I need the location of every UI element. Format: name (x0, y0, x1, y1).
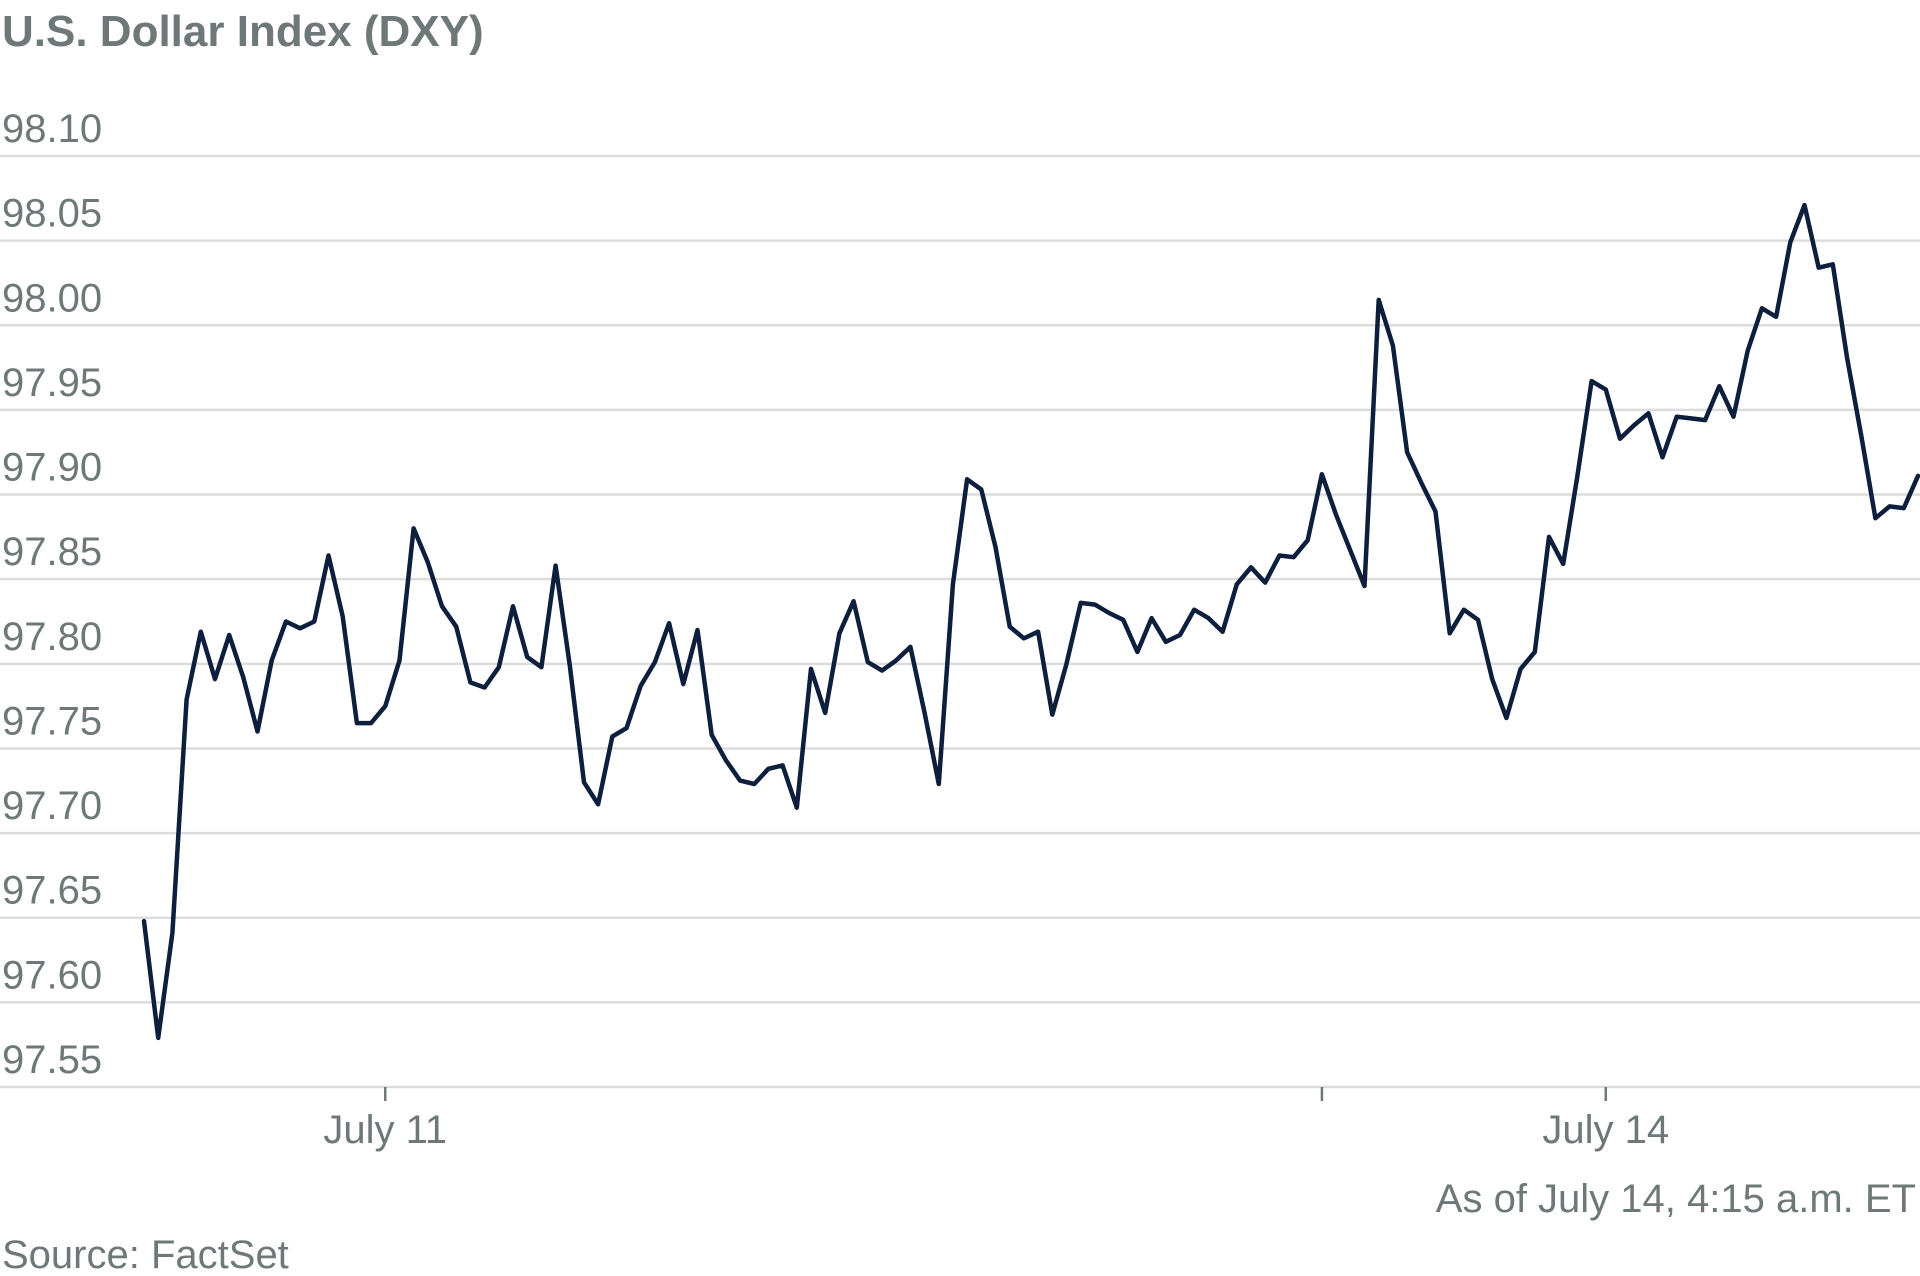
x-axis-ticks: July 11 July 14 (323, 1087, 1669, 1152)
y-tick-label: 98.10 (2, 107, 102, 151)
x-tick-label: July 11 (323, 1108, 447, 1152)
y-tick-label: 98.00 (2, 276, 102, 320)
y-tick-label: 97.70 (2, 784, 102, 828)
y-tick-label: 97.90 (2, 446, 102, 490)
y-tick-label: 97.85 (2, 530, 102, 574)
as-of-note: As of July 14, 4:15 a.m. ET (1436, 1177, 1916, 1221)
x-tick-label: July 14 (1542, 1108, 1669, 1152)
y-tick-label: 97.60 (2, 953, 102, 997)
y-tick-label: 97.65 (2, 869, 102, 913)
series-layer (141, 202, 1920, 1041)
dxy-series-line (141, 202, 1920, 1041)
y-tick-label: 97.75 (2, 699, 102, 743)
gridlines (0, 154, 1920, 1089)
y-tick-label: 97.80 (2, 615, 102, 659)
y-tick-label: 97.55 (2, 1038, 102, 1082)
y-tick-label: 97.95 (2, 361, 102, 405)
y-tick-label: 98.05 (2, 192, 102, 236)
y-axis-tick-labels: 98.10 98.05 98.00 97.95 97.90 97.85 97.80 97.75… (2, 107, 102, 1082)
chart-title: U.S. Dollar Index (DXY) (2, 7, 484, 56)
source-note: Source: FactSet (2, 1233, 289, 1276)
